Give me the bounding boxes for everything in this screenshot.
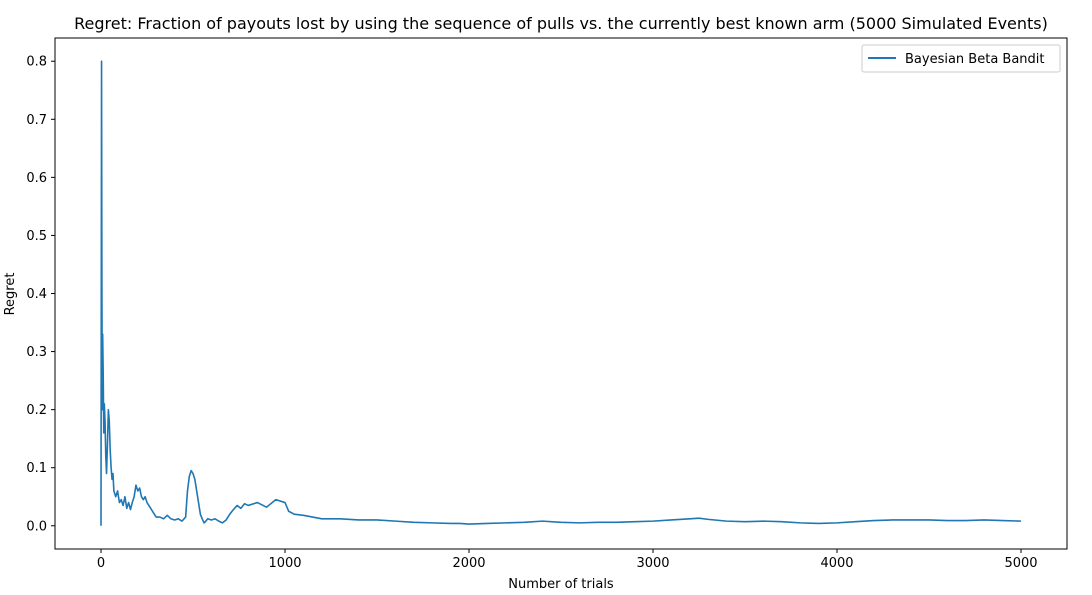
y-tick-label: 0.1 <box>26 461 47 476</box>
x-tick-label: 5000 <box>1004 556 1037 571</box>
x-tick-label: 1000 <box>268 556 301 571</box>
legend: Bayesian Beta Bandit <box>861 44 1061 73</box>
chart-title: Regret: Fraction of payouts lost by usin… <box>74 14 1048 33</box>
y-tick-label: 0.3 <box>26 345 47 360</box>
x-tick-label: 2000 <box>452 556 485 571</box>
x-tick-label: 0 <box>97 556 105 571</box>
legend-box <box>861 44 1061 73</box>
y-tick-label: 0.5 <box>26 229 47 244</box>
series-line-0 <box>100 60 1022 526</box>
y-tick-label: 0.2 <box>26 403 47 418</box>
y-tick-label: 0.7 <box>26 113 47 128</box>
y-tick-label: 0.0 <box>26 519 47 534</box>
legend-entry-label: Bayesian Beta Bandit <box>905 52 1045 67</box>
x-axis-title: Number of trials <box>508 577 614 592</box>
x-tick-label: 4000 <box>820 556 853 571</box>
y-tick-label: 0.8 <box>26 55 47 70</box>
y-axis-title: Regret <box>3 273 18 316</box>
plot-area-frame <box>54 37 1068 550</box>
y-tick-label: 0.6 <box>26 171 47 186</box>
x-tick-label: 3000 <box>636 556 669 571</box>
y-tick-label: 0.4 <box>26 287 47 302</box>
